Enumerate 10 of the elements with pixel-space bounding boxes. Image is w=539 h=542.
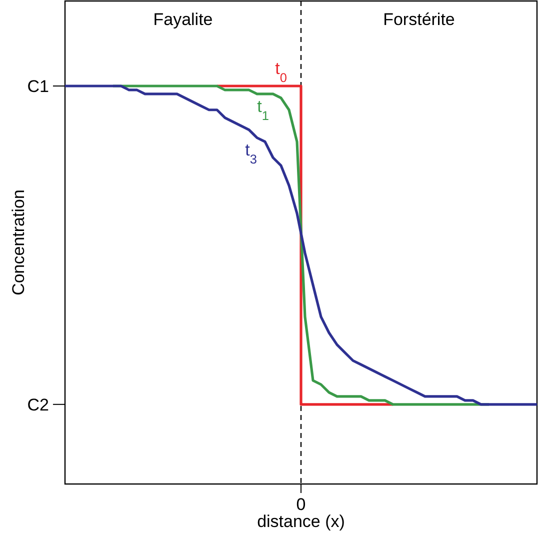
text: Fayalite (153, 10, 213, 29)
text: C1 (27, 76, 49, 96)
series-label: t$_{1}$ (257, 96, 269, 122)
text: Forstérite (383, 10, 455, 29)
series-label: t$_{3}$ (245, 140, 257, 166)
x-axis-title: distance (x) (257, 512, 345, 531)
text: C2 (27, 395, 49, 414)
y-axis-title: Concentration (9, 190, 28, 296)
series-label: t$_{0}$ (275, 59, 287, 84)
text: 0 (296, 495, 306, 514)
